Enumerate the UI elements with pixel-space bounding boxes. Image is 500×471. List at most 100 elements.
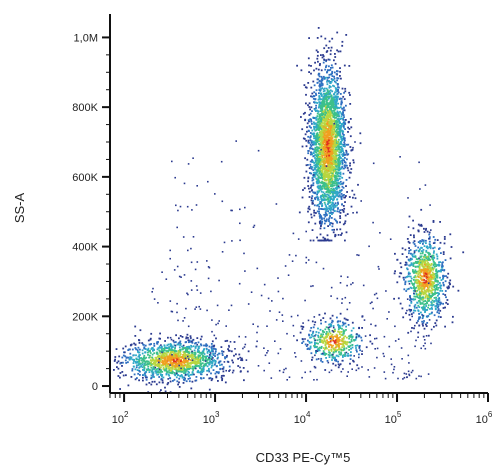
data-point: [137, 361, 139, 363]
data-point: [202, 359, 204, 361]
data-point: [318, 92, 320, 94]
data-point: [189, 347, 191, 349]
data-point: [416, 293, 418, 295]
data-point: [316, 205, 318, 207]
data-point: [138, 379, 140, 381]
data-point: [243, 379, 245, 381]
data-point: [195, 342, 197, 344]
data-point: [402, 308, 404, 310]
data-point: [427, 262, 429, 264]
data-point: [313, 240, 315, 242]
data-point: [331, 64, 333, 66]
data-point: [433, 275, 435, 277]
data-point: [237, 365, 239, 367]
data-point: [330, 188, 332, 190]
data-point: [336, 99, 338, 101]
data-point: [340, 212, 342, 214]
data-point: [157, 368, 159, 370]
data-point: [185, 350, 187, 352]
data-point: [339, 195, 341, 197]
data-point: [342, 119, 344, 121]
data-point: [427, 307, 429, 309]
data-point: [187, 337, 189, 339]
data-point: [176, 371, 178, 373]
data-point: [195, 380, 197, 382]
data-point: [168, 368, 170, 370]
data-point: [353, 162, 355, 164]
data-point: [343, 160, 345, 162]
data-point: [349, 165, 351, 167]
data-point: [307, 122, 309, 124]
data-point: [436, 300, 438, 302]
data-point: [396, 281, 398, 283]
data-point: [333, 76, 335, 78]
data-point: [434, 297, 436, 299]
data-point: [199, 357, 201, 359]
data-point: [339, 118, 341, 120]
data-point: [346, 231, 348, 233]
data-point: [319, 138, 321, 140]
data-point: [166, 344, 168, 346]
data-point: [323, 191, 325, 193]
data-point: [432, 293, 434, 295]
data-point: [317, 160, 319, 162]
data-point: [311, 106, 313, 108]
data-point: [427, 278, 429, 280]
data-point: [343, 173, 345, 175]
data-point: [147, 366, 149, 368]
data-point: [211, 347, 213, 349]
data-point: [342, 136, 344, 138]
data-point: [339, 215, 341, 217]
data-point: [434, 247, 436, 249]
data-point: [316, 50, 318, 52]
data-point: [328, 220, 330, 222]
data-point: [304, 187, 306, 189]
data-point: [310, 73, 312, 75]
data-point: [180, 335, 182, 337]
data-point: [177, 360, 179, 362]
data-point: [338, 355, 340, 357]
data-point: [182, 369, 184, 371]
data-point: [304, 119, 306, 121]
data-point: [344, 137, 346, 139]
data-point: [341, 166, 343, 168]
data-point: [324, 69, 326, 71]
data-point: [347, 170, 349, 172]
data-point: [315, 102, 317, 104]
data-point: [415, 266, 417, 268]
data-point: [152, 360, 154, 362]
data-point: [169, 377, 171, 379]
data-point: [343, 197, 345, 199]
data-point: [156, 374, 158, 376]
data-point: [319, 150, 321, 152]
data-point: [428, 258, 430, 260]
data-point: [423, 303, 425, 305]
data-point: [310, 185, 312, 187]
data-point: [163, 377, 165, 379]
data-point: [170, 369, 172, 371]
data-point: [315, 138, 317, 140]
data-point: [147, 354, 149, 356]
data-point: [428, 276, 430, 278]
data-point: [408, 309, 410, 311]
data-point: [434, 314, 436, 316]
data-point: [326, 149, 328, 151]
data-point: [407, 238, 409, 240]
data-point: [318, 73, 320, 75]
data-point: [323, 96, 325, 98]
data-point: [324, 88, 326, 90]
data-point: [344, 157, 346, 159]
data-point: [142, 380, 144, 382]
data-point: [315, 164, 317, 166]
data-point: [436, 284, 438, 286]
data-point: [428, 296, 430, 298]
data-point: [321, 69, 323, 71]
data-point: [188, 375, 190, 377]
data-point: [183, 351, 185, 353]
data-point: [136, 364, 138, 366]
data-point: [315, 93, 317, 95]
data-point: [341, 100, 343, 102]
data-point: [189, 355, 191, 357]
data-point: [332, 202, 334, 204]
data-point: [427, 286, 429, 288]
